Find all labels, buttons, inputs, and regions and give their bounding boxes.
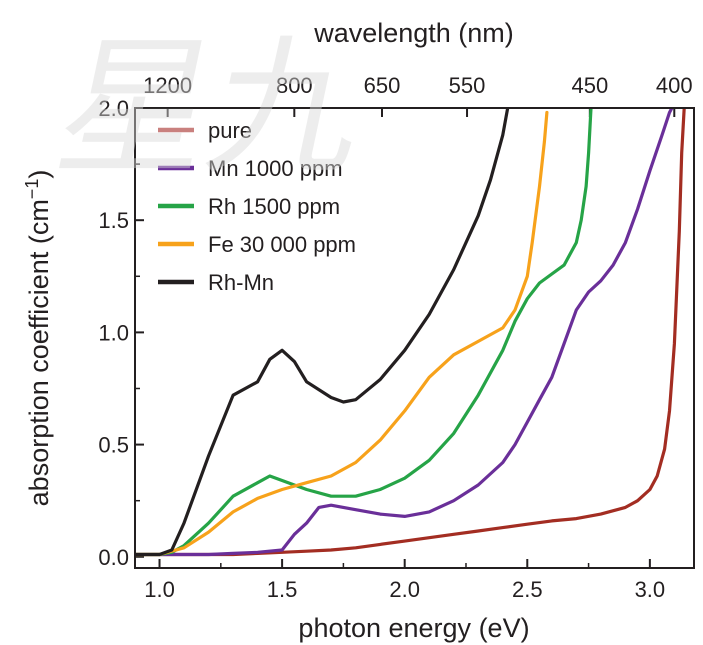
series-line (135, 108, 593, 557)
top-tick-label: 400 (656, 73, 693, 98)
legend-label: pure (208, 118, 252, 143)
y-axis-title-close: ) (24, 170, 54, 179)
x-tick-label: 3.0 (635, 577, 666, 602)
y-tick-label: 1.0 (98, 320, 129, 345)
y-tick-label: 0.0 (98, 545, 129, 570)
top-tick-label: 800 (276, 73, 313, 98)
watermark: 星九 (44, 26, 380, 193)
series-layer (135, 108, 686, 557)
x-tick-label: 2.0 (389, 577, 420, 602)
x-tick-label: 1.5 (267, 577, 298, 602)
y-tick-label: 1.5 (98, 208, 129, 233)
plot-frame (134, 107, 695, 569)
y-tick-label: 2.0 (98, 96, 129, 121)
labels-layer: 1.0 1.5 2.0 2.5 3.0 0.0 0.5 1.0 1.5 2.0 1200 800 650… (98, 73, 692, 602)
x-tick-label: 2.5 (512, 577, 543, 602)
series-line (135, 108, 510, 557)
top-axis-title: wavelength (nm) (313, 18, 514, 48)
y-tick-label: 0.5 (98, 433, 129, 458)
y-axis-title-sup: −1 (22, 179, 42, 200)
y-axis-title-main: absorption coefficient (cm (24, 199, 54, 506)
x-axis-title: photon energy (eV) (298, 613, 529, 643)
top-tick-label: 550 (449, 73, 486, 98)
series-line (135, 108, 674, 557)
top-tick-label: 450 (571, 73, 608, 98)
legend: pure Mn 1000 ppm Rh 1500 ppm Fe 30 000 ppm R… (158, 118, 356, 295)
series-line (135, 110, 549, 557)
x-tick-label: 1.0 (144, 577, 175, 602)
legend-label: Rh 1500 ppm (208, 194, 340, 219)
top-tick-label: 650 (364, 73, 401, 98)
top-tick-label: 1200 (143, 73, 192, 98)
legend-label: Fe 30 000 ppm (208, 232, 356, 257)
legend-label: Mn 1000 ppm (208, 156, 343, 181)
legend-label: Rh-Mn (208, 270, 274, 295)
y-axis-title: absorption coefficient (cm−1) (22, 170, 54, 507)
